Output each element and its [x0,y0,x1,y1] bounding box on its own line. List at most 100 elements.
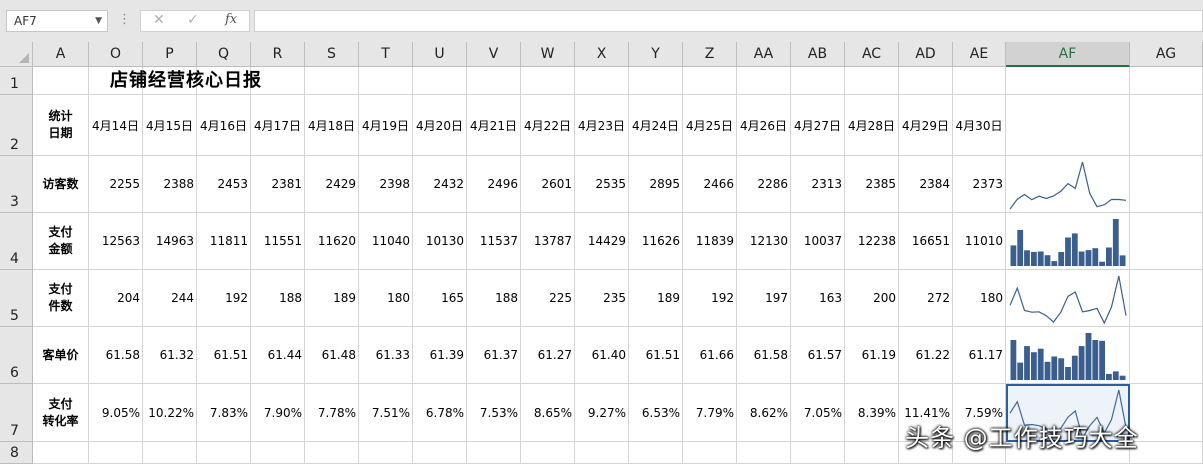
column-header-z[interactable]: Z [683,42,737,67]
selected-cell-af7[interactable] [1006,384,1130,442]
value-cell[interactable]: 16651 [899,213,953,270]
formula-input[interactable] [254,10,1203,32]
value-cell[interactable]: 7.53% [467,384,521,442]
value-cell[interactable]: 8.62% [737,384,791,442]
name-box[interactable]: AF7 ▼ [6,10,108,32]
cell[interactable] [737,67,791,95]
column-header-q[interactable]: Q [197,42,251,67]
value-cell[interactable]: 188 [467,270,521,327]
cell[interactable] [197,67,251,95]
cell[interactable] [1130,67,1203,95]
column-header-p[interactable]: P [143,42,197,67]
row-header-2[interactable]: 2 [0,95,33,156]
value-cell[interactable]: 2535 [575,156,629,213]
cell[interactable] [1006,95,1130,156]
value-cell[interactable]: 2388 [143,156,197,213]
value-cell[interactable]: 61.22 [899,327,953,384]
cell[interactable] [1006,67,1130,95]
value-cell[interactable]: 180 [953,270,1006,327]
column-header-r[interactable]: R [251,42,305,67]
enter-icon[interactable]: ✓ [187,12,199,28]
cell[interactable] [1130,442,1203,464]
row-header-1[interactable]: 1 [0,67,33,95]
value-cell[interactable]: 61.40 [575,327,629,384]
cell[interactable] [1006,213,1130,270]
column-header-w[interactable]: W [521,42,575,67]
value-cell[interactable]: 2286 [737,156,791,213]
value-cell[interactable]: 61.27 [521,327,575,384]
cell[interactable] [1130,156,1203,213]
column-header-ag[interactable]: AG [1130,42,1203,67]
cell[interactable] [1130,327,1203,384]
cell[interactable] [33,442,89,464]
metric-label[interactable]: 支付 金额 [33,213,89,270]
value-cell[interactable]: 244 [143,270,197,327]
chevron-down-icon[interactable]: ▼ [95,16,102,26]
value-cell[interactable]: 188 [251,270,305,327]
column-header-v[interactable]: V [467,42,521,67]
value-cell[interactable]: 180 [359,270,413,327]
column-header-ad[interactable]: AD [899,42,953,67]
cell[interactable] [521,442,575,464]
value-cell[interactable]: 7.83% [197,384,251,442]
value-cell[interactable]: 7.05% [791,384,845,442]
cell[interactable] [521,67,575,95]
cell[interactable] [899,67,953,95]
date-cell[interactable]: 4月17日 [251,95,305,156]
cell[interactable] [467,67,521,95]
value-cell[interactable]: 7.59% [953,384,1006,442]
cell[interactable] [251,67,305,95]
date-cell[interactable]: 4月21日 [467,95,521,156]
column-header-s[interactable]: S [305,42,359,67]
value-cell[interactable]: 61.48 [305,327,359,384]
cell[interactable] [1130,95,1203,156]
row-header-3[interactable]: 3 [0,156,33,213]
value-cell[interactable]: 192 [197,270,251,327]
value-cell[interactable]: 2398 [359,156,413,213]
cell[interactable] [89,67,143,95]
date-cell[interactable]: 4月15日 [143,95,197,156]
cell[interactable] [953,67,1006,95]
value-cell[interactable]: 2432 [413,156,467,213]
value-cell[interactable]: 6.78% [413,384,467,442]
cell[interactable] [413,442,467,464]
value-cell[interactable]: 189 [629,270,683,327]
value-cell[interactable]: 11839 [683,213,737,270]
value-cell[interactable]: 61.57 [791,327,845,384]
value-cell[interactable]: 61.44 [251,327,305,384]
value-cell[interactable]: 11551 [251,213,305,270]
cell[interactable] [791,67,845,95]
value-cell[interactable]: 14429 [575,213,629,270]
value-cell[interactable]: 2429 [305,156,359,213]
date-cell[interactable]: 4月18日 [305,95,359,156]
date-cell[interactable]: 4月25日 [683,95,737,156]
cancel-icon[interactable]: ✕ [153,12,165,28]
column-header-aa[interactable]: AA [737,42,791,67]
value-cell[interactable]: 8.65% [521,384,575,442]
value-cell[interactable]: 2466 [683,156,737,213]
date-cell[interactable]: 4月26日 [737,95,791,156]
value-cell[interactable]: 61.32 [143,327,197,384]
cell[interactable] [305,442,359,464]
cell[interactable] [1130,384,1203,442]
column-header-u[interactable]: U [413,42,467,67]
value-cell[interactable]: 12238 [845,213,899,270]
metric-label[interactable]: 访客数 [33,156,89,213]
row-header-8[interactable]: 8 [0,442,33,464]
value-cell[interactable]: 2453 [197,156,251,213]
row-header-6[interactable]: 6 [0,327,33,384]
value-cell[interactable]: 2381 [251,156,305,213]
value-cell[interactable]: 61.51 [629,327,683,384]
value-cell[interactable]: 2255 [89,156,143,213]
value-cell[interactable]: 61.66 [683,327,737,384]
cell[interactable] [89,442,143,464]
value-cell[interactable]: 61.39 [413,327,467,384]
value-cell[interactable]: 11537 [467,213,521,270]
row-header-7[interactable]: 7 [0,384,33,442]
value-cell[interactable]: 163 [791,270,845,327]
cell[interactable] [737,442,791,464]
value-cell[interactable]: 11811 [197,213,251,270]
value-cell[interactable]: 7.79% [683,384,737,442]
value-cell[interactable]: 9.05% [89,384,143,442]
value-cell[interactable]: 189 [305,270,359,327]
